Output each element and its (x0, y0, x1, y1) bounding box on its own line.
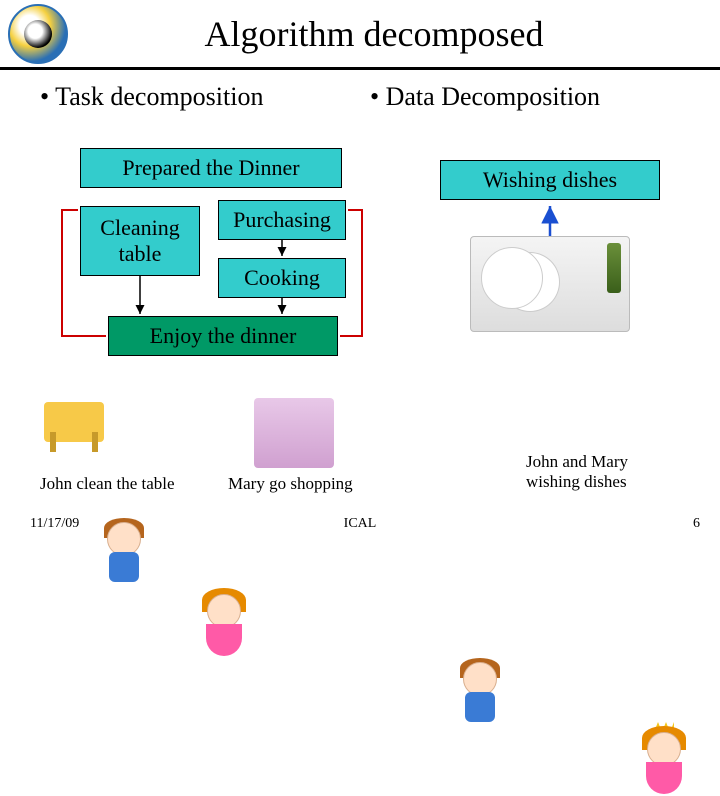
box-label: Wishing dishes (483, 167, 617, 193)
box-purchasing: Purchasing (218, 200, 346, 240)
box-cooking: Cooking (218, 258, 346, 298)
box-label: Enjoy the dinner (150, 323, 297, 349)
footer-center: ICAL (344, 516, 377, 532)
caption-john-mary: John and Mary wishing dishes (526, 452, 628, 493)
boy-character-1 (96, 516, 152, 586)
bullet-task-decomposition: Task decomposition (40, 82, 370, 112)
caption-line-1: John and Mary (526, 452, 628, 472)
dish-rack-image (470, 236, 630, 332)
boy-character-2 (452, 656, 508, 726)
box-enjoy-dinner: Enjoy the dinner (108, 316, 338, 356)
girl-character-crown (636, 726, 692, 796)
slide-title: Algorithm decomposed (68, 13, 720, 55)
university-logo (8, 4, 68, 64)
caption-line-2: wishing dishes (526, 472, 628, 492)
box-label: Cleaning table (89, 215, 191, 267)
box-label: Prepared the Dinner (122, 155, 299, 181)
caption-mary-shop: Mary go shopping (228, 474, 353, 494)
box-cleaning-table: Cleaning table (80, 206, 200, 276)
box-label: Purchasing (233, 207, 331, 233)
box-wishing-dishes: Wishing dishes (440, 160, 660, 200)
table-image (44, 392, 104, 452)
caption-john-clean: John clean the table (40, 474, 175, 494)
footer-date: 11/17/09 (30, 516, 79, 532)
box-prepared-dinner: Prepared the Dinner (80, 148, 342, 188)
footer-page-number: 6 (693, 516, 700, 532)
title-bar: Algorithm decomposed (0, 0, 720, 70)
bullet-data-decomposition: Data Decomposition (370, 82, 700, 112)
girl-character-1 (196, 588, 252, 658)
box-label: Cooking (244, 265, 320, 291)
bullet-row: Task decomposition Data Decomposition (0, 70, 720, 118)
shopping-image (254, 398, 334, 468)
